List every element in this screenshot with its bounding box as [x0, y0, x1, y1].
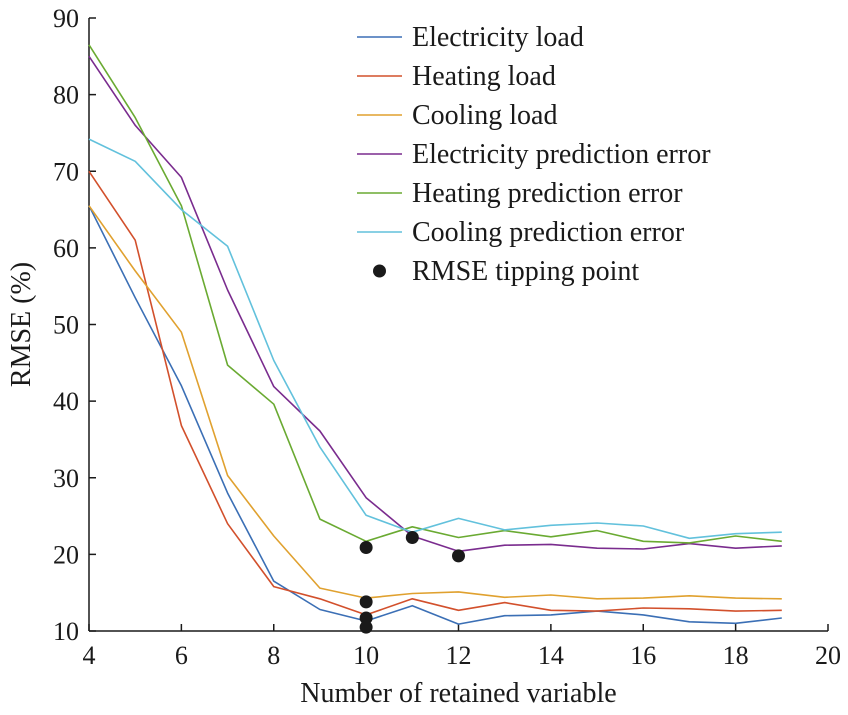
legend-label: RMSE tipping point: [412, 256, 639, 287]
legend-item: Electricity prediction error: [357, 139, 711, 170]
series-line-3: [88, 55, 782, 553]
x-tick-label: 10: [353, 641, 379, 670]
x-tick-label: 6: [175, 641, 188, 670]
series-layer: [88, 44, 782, 625]
y-tick-label: 20: [53, 540, 79, 569]
legend-item: Cooling prediction error: [357, 217, 685, 248]
x-tick-label: 20: [815, 641, 841, 670]
x-tick-label: 12: [446, 641, 472, 670]
legend-item: Heating load: [357, 61, 556, 92]
tipping-points-layer: [359, 531, 465, 634]
legend-item: Heating prediction error: [357, 178, 683, 209]
y-tick-label: 90: [53, 4, 79, 33]
y-tick-label: 80: [53, 81, 79, 110]
series-line-4: [88, 44, 782, 544]
series-line-1: [88, 170, 782, 616]
tipping-point-marker: [359, 595, 373, 609]
legend-label: Cooling load: [412, 100, 557, 131]
y-tick-label: 60: [53, 234, 79, 263]
x-tick-label: 4: [83, 641, 96, 670]
legend-label: Heating prediction error: [412, 178, 683, 209]
y-tick-label: 50: [53, 311, 79, 340]
legend-item: Cooling load: [357, 100, 557, 131]
legend-item: Electricity load: [357, 22, 584, 53]
y-axis-title: RMSE (%): [6, 262, 37, 387]
tipping-point-marker: [359, 620, 373, 634]
legend-label: Electricity load: [412, 22, 584, 53]
y-tick-label: 40: [53, 387, 79, 416]
x-tick-label: 16: [630, 641, 656, 670]
y-tick-label: 70: [53, 157, 79, 186]
series-line-0: [88, 205, 782, 625]
legend-item: RMSE tipping point: [373, 256, 639, 287]
y-tick-label: 10: [53, 617, 79, 646]
x-tick-label: 8: [267, 641, 280, 670]
y-tick-label: 30: [53, 464, 79, 493]
legend-marker: [373, 264, 386, 278]
legend-label: Heating load: [412, 61, 556, 92]
tipping-point-marker: [359, 611, 373, 625]
legend-label: Cooling prediction error: [412, 217, 685, 248]
legend: Electricity load Heating load Cooling load…: [357, 22, 711, 287]
tipping-point-marker: [452, 549, 465, 563]
legend-label: Electricity prediction error: [412, 139, 711, 170]
tipping-point-marker: [359, 540, 373, 554]
x-axis-title: Number of retained variable: [300, 678, 616, 709]
tipping-point-marker: [405, 531, 419, 545]
x-tick-label: 18: [723, 641, 749, 670]
series-line-2: [88, 205, 782, 600]
series-line-5: [88, 138, 782, 540]
x-tick-label: 14: [538, 641, 564, 670]
axes: 4 6 8 10 12 14 16 18 20 10 20 30 40 50 60 70 80 90: [53, 4, 841, 670]
